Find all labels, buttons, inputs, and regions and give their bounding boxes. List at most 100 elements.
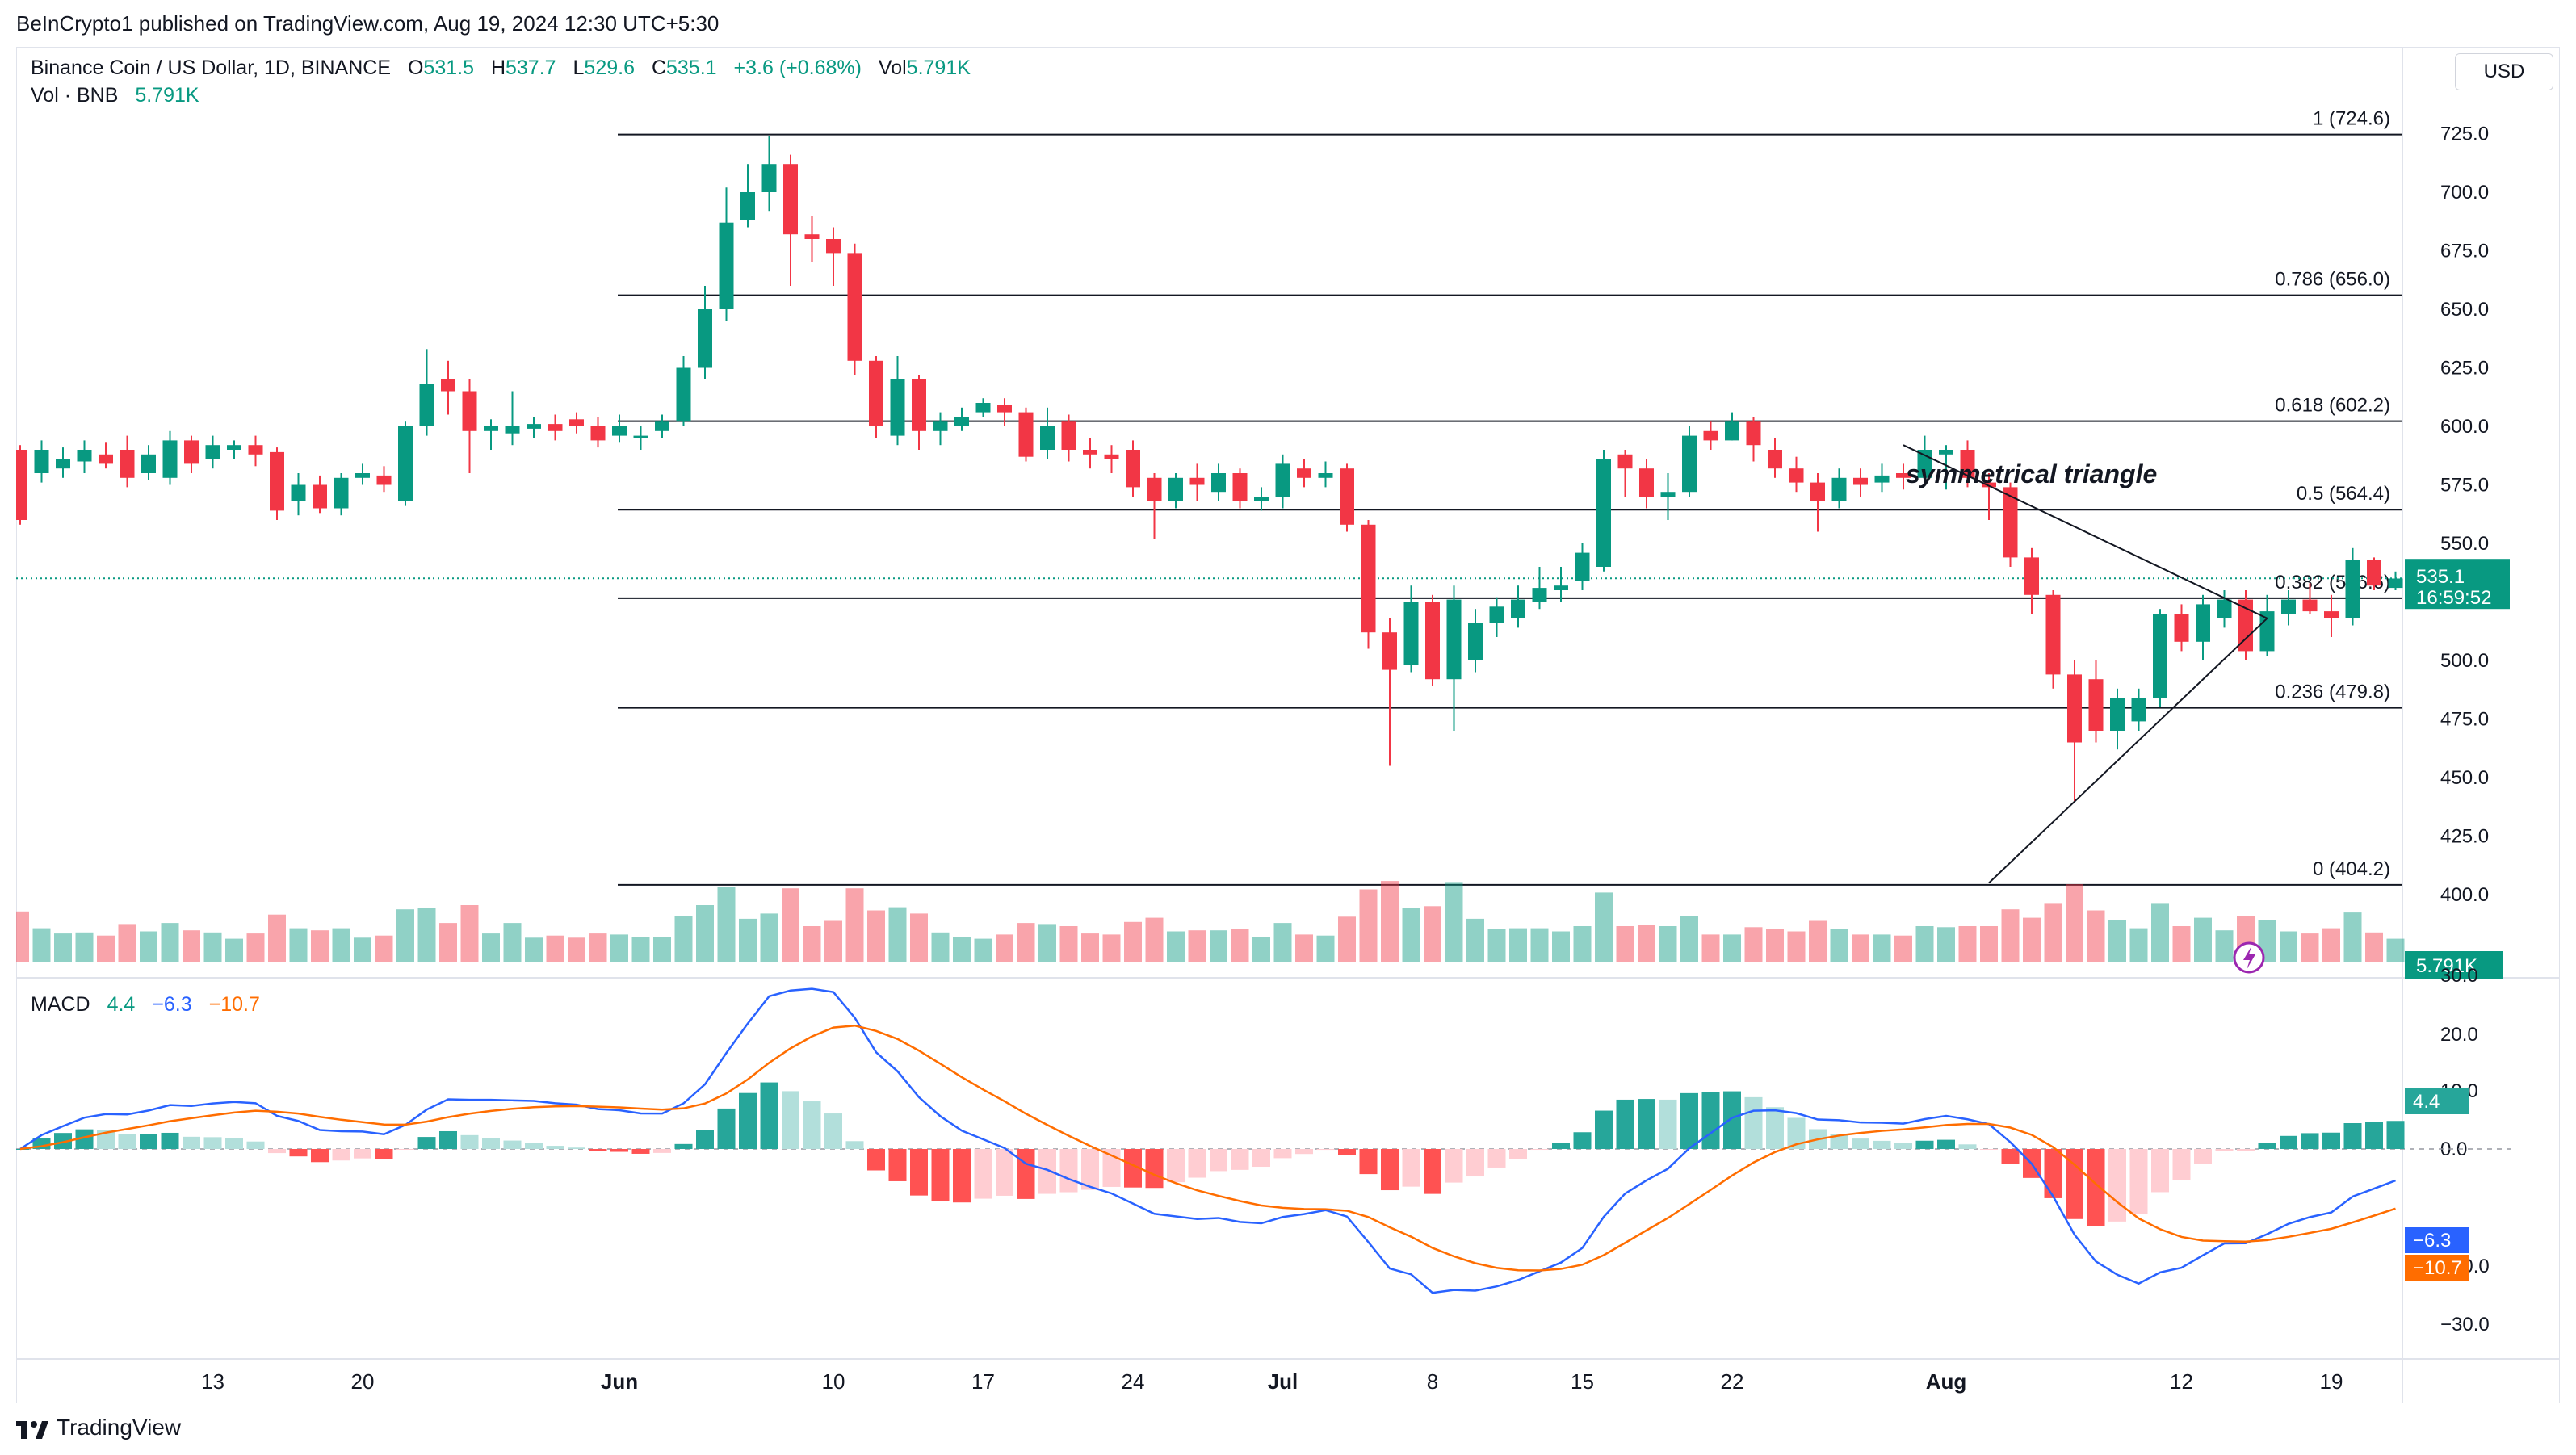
symbol-name[interactable]: Binance Coin / US Dollar, 1D, BINANCE [31,57,392,79]
price-tick-label: 675.0 [2440,241,2489,262]
macd-hist-bar [1894,1143,1912,1149]
macd-hist-bar [824,1113,842,1149]
macd-hist-bar [1038,1149,1056,1194]
macd-hist-bar [332,1149,350,1161]
candle-body [56,459,70,469]
macd-hist-bar [1359,1149,1378,1175]
volume-bar [2151,903,2169,962]
volume-bar [1552,931,1570,962]
candle-body [2003,487,2018,558]
macd-hist-bar [782,1091,799,1149]
candle-body [1489,606,1504,623]
candle-body [527,424,541,429]
volume-bar [246,933,265,962]
macd-hist-bar [54,1133,72,1149]
macd-hist-bar [225,1138,243,1149]
candle-body [77,450,92,462]
candle-body [1403,602,1419,665]
macd-hist-bar [118,1134,136,1149]
macd-hist-bar [1937,1139,1955,1149]
chart-canvas[interactable]: 725.0 700.0 675.0 650.0 625.0 600.0 575.0 550.0… [11,46,2561,1404]
candle-body [1554,585,1568,590]
macd-legend-label[interactable]: MACD [31,993,90,1016]
candle-body [2110,698,2125,731]
price-tick-label: 625.0 [2440,358,2489,379]
candle-body [1340,468,1354,525]
candle-body [1639,468,1654,497]
macd-hist-bar [2237,1149,2255,1151]
volume-bar [1167,931,1185,962]
macd-tick-label: 0.0 [2440,1138,2467,1160]
tradingview-logo[interactable]: TradingView [16,1415,181,1440]
ohlc-close: 535.1 [666,57,717,79]
fib-level-label: 0.5 (564.4) [2297,483,2390,505]
macd-hist-bar [2322,1132,2340,1149]
macd-hist-bar [1616,1099,1634,1149]
candle-body [1810,482,1825,501]
candle-body [1040,426,1055,450]
candle-body [2324,611,2339,618]
candle-body [590,426,606,441]
chart-border [15,46,2561,1404]
candle-body [1511,599,1525,618]
candle-body [1232,473,1248,501]
currency-selector[interactable]: USD [2455,53,2553,90]
volume-bar [1766,929,1784,962]
time-tick-label: 12 [2170,1369,2193,1394]
volume-legend-label[interactable]: Vol · BNB [31,84,119,107]
macd-hist-bar [11,1149,29,1150]
macd-hist-bar [1638,1099,1655,1149]
volume-bar [1873,934,1891,962]
candle-body [2174,614,2189,642]
candle-body [334,477,349,509]
volume-bar [931,932,950,962]
macd-hist-bar [674,1143,693,1149]
macd-hist-bar [140,1134,157,1149]
time-tick-label: Jul [1268,1369,1298,1394]
macd-hist-bar [246,1141,265,1149]
macd-hist-bar [717,1108,736,1149]
price-countdown: 16:59:52 [2416,587,2491,609]
volume-bar [1059,926,1078,962]
candle-body [1982,482,1996,488]
candle-body [783,164,798,235]
volume-bar [2386,938,2405,962]
volume-bar [1445,882,1463,962]
macd-hist-bar [2258,1143,2276,1149]
volume-bar [2129,928,2148,962]
candle-body [13,450,27,520]
tradingview-logo-icon [16,1419,48,1439]
macd-legend: MACD 4.4 −6.3 −10.7 [31,993,260,1017]
volume-bar [1273,923,1292,962]
ohlc-close-label: C [651,57,666,79]
macd-hist-bar [525,1143,543,1149]
volume-bar [1081,933,1099,962]
volume-bar [11,911,29,962]
volume-bar [161,923,179,962]
volume-bar [610,934,628,962]
volume-bar [289,928,308,962]
volume-bar [1980,926,1998,962]
volume-bar [2044,903,2062,962]
candle-body [1211,473,1226,493]
candle-body [376,475,392,485]
macd-hist-bar [1787,1117,1806,1149]
fib-level-label: 0.618 (602.2) [2275,395,2390,417]
volume-badge-value: 5.791K [2416,955,2477,977]
candle-body [655,421,669,431]
macd-hist-bar [546,1146,564,1149]
candle-body [99,454,113,464]
volume-bar [867,910,885,962]
candle-body [2196,604,2210,642]
candle-body [2131,698,2146,722]
macd-hist-bar [1744,1096,1763,1149]
macd-value-badge-text: −10.7 [2413,1257,2462,1279]
time-tick-label: 8 [1427,1369,1438,1394]
macd-hist-bar [760,1082,778,1149]
candle-body [120,450,135,478]
candle-body [2217,599,2232,618]
candle-body [1147,477,1162,501]
ohlc-high: 537.7 [506,57,556,79]
candle-body [227,445,241,450]
volume-bar [1295,934,1313,962]
